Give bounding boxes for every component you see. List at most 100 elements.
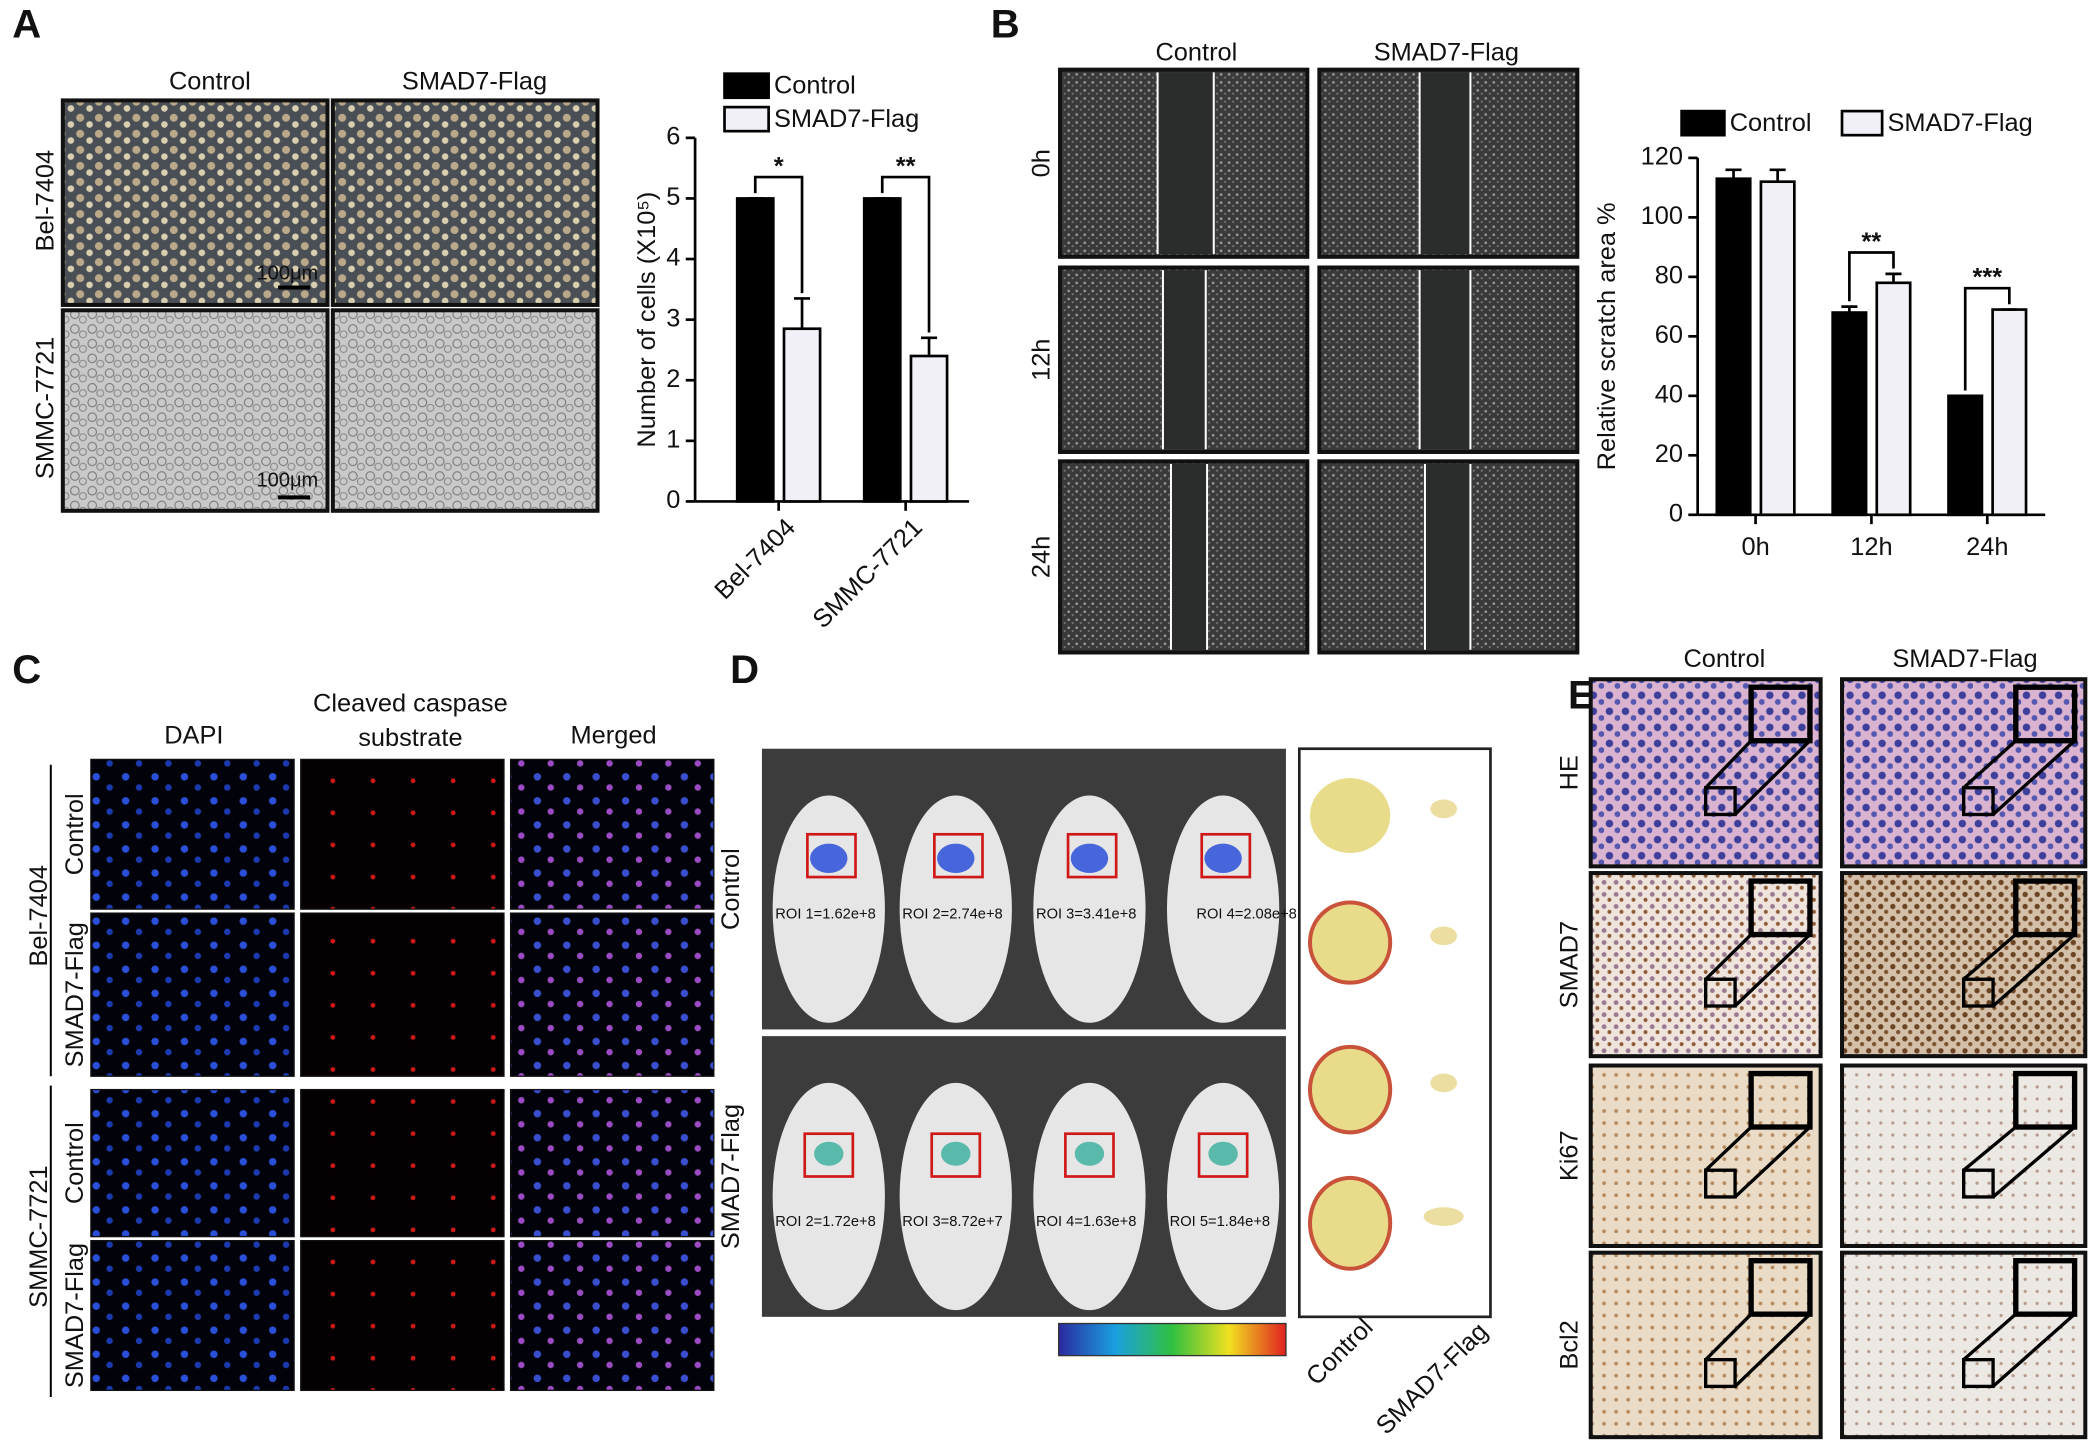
roi-label: ROI 1=1.62e+8: [775, 906, 875, 922]
inset-line: [1733, 739, 1812, 816]
inset: [2013, 878, 2078, 938]
column-label: Control: [1683, 645, 1765, 673]
significance-label: *: [774, 152, 784, 180]
bar: [782, 327, 822, 503]
bioluminescence: [941, 1141, 971, 1166]
error-bar: [1841, 305, 1858, 313]
roi-box: [930, 1132, 982, 1178]
y-tick-label: 5: [666, 183, 680, 211]
x-tick-label: Bel-7404: [709, 513, 801, 605]
inset-line: [1733, 1125, 1812, 1199]
x-tick-label: 12h: [1850, 533, 1892, 561]
panel-label: D: [730, 648, 759, 692]
inset-source: [1704, 1168, 1737, 1199]
significance-label: ***: [1972, 264, 2002, 292]
row-label: SMAD7: [1555, 921, 1583, 1008]
row-label: Bcl2: [1555, 1320, 1583, 1369]
inset-source: [1704, 786, 1737, 817]
inset-line: [1991, 1312, 2076, 1388]
legend-swatch: [1680, 109, 1726, 137]
y-tick-label: 3: [666, 304, 680, 332]
legend-label: SMAD7-Flag: [774, 105, 919, 133]
y-tick-label: 100: [1641, 202, 1683, 230]
x-tick-label: 24h: [1966, 533, 2008, 561]
roi-label: ROI 2=2.74e+8: [902, 906, 1002, 922]
column-label: Control: [169, 68, 251, 96]
tumor: [1430, 926, 1458, 946]
error-bar: [921, 336, 938, 356]
column-label: Merged: [571, 721, 657, 749]
inset-line: [1991, 1125, 2076, 1199]
error-bar: [794, 297, 811, 329]
roi-label: ROI 3=8.72e+7: [902, 1214, 1002, 1230]
inset-source: [1961, 1168, 1995, 1199]
significance-bracket: [1963, 286, 2011, 391]
significance-bracket: [1848, 251, 1895, 302]
tumor-label: Control: [1301, 1313, 1379, 1391]
column-label: DAPI: [164, 721, 223, 749]
mouse: [772, 1082, 885, 1311]
inset-line: [1704, 1312, 1753, 1361]
micrograph: [60, 308, 330, 513]
micrograph: [300, 1239, 505, 1392]
micrograph: [90, 1088, 295, 1238]
inset-line: [1704, 933, 1753, 981]
roi-label: ROI 3=3.41e+8: [1036, 906, 1136, 922]
x-tick-label: SMMC-7721: [807, 513, 928, 634]
mouse: [899, 1082, 1012, 1311]
legend-swatch: [723, 105, 770, 133]
error-bar: [1769, 168, 1786, 182]
inset-source: [1961, 977, 1995, 1008]
bioluminescence: [1208, 1141, 1238, 1166]
inset: [1748, 878, 1813, 938]
micrograph: [300, 912, 505, 1077]
significance-label: **: [1862, 228, 1882, 256]
y-tick-label: 20: [1655, 440, 1683, 468]
roi-box: [1064, 1132, 1115, 1178]
roi-box: [1066, 832, 1118, 879]
tumor: [1307, 900, 1393, 985]
inset: [2013, 1070, 2078, 1130]
row-label: SMMC-7721: [31, 337, 59, 479]
significance-bracket: [753, 175, 804, 294]
roi-label: ROI 4=2.08e+8: [1196, 906, 1296, 922]
roi-label: ROI 2=1.72e+8: [775, 1214, 875, 1230]
bar: [1875, 281, 1912, 517]
error-bar: [1725, 168, 1742, 179]
column-label: Cleaved caspase: [313, 689, 508, 717]
micrograph: [330, 98, 600, 307]
row-label: 24h: [1027, 536, 1055, 578]
y-tick-label: 1: [666, 426, 680, 454]
y-tick-label: 0: [1669, 500, 1683, 528]
bioluminescence: [1074, 1141, 1105, 1166]
scratch-gap: [1170, 464, 1208, 650]
inset: [2013, 684, 2078, 744]
inset-line: [1733, 933, 1812, 1008]
legend-swatch: [723, 72, 770, 100]
inset: [1748, 1258, 1813, 1317]
legend-label: Control: [774, 72, 856, 100]
column-label: SMAD7-Flag: [402, 68, 547, 96]
scale-bar-label: 100μm: [257, 470, 319, 492]
legend-swatch: [1840, 109, 1884, 137]
scratch-gap: [1419, 72, 1471, 255]
tumor: [1307, 1044, 1393, 1135]
y-tick-label: 80: [1655, 262, 1683, 290]
column-label: substrate: [358, 724, 462, 752]
inset-source: [1961, 1357, 1995, 1389]
inset-line: [1704, 1125, 1753, 1172]
scratch-gap: [1424, 464, 1471, 650]
bioluminescence: [810, 843, 848, 874]
tumor-label: SMAD7-Flag: [1371, 1317, 1494, 1440]
tumor: [1430, 799, 1458, 819]
row-label: Control: [61, 793, 89, 875]
y-axis-label: Number of cells (X10⁵): [633, 192, 661, 448]
panel-label: A: [12, 2, 41, 46]
inset-line: [1991, 739, 2076, 816]
bioluminescence: [1204, 843, 1242, 874]
inset-source: [1704, 1357, 1737, 1389]
mouse: [1033, 795, 1146, 1023]
tumor: [1310, 778, 1391, 853]
y-tick-label: 40: [1655, 381, 1683, 409]
